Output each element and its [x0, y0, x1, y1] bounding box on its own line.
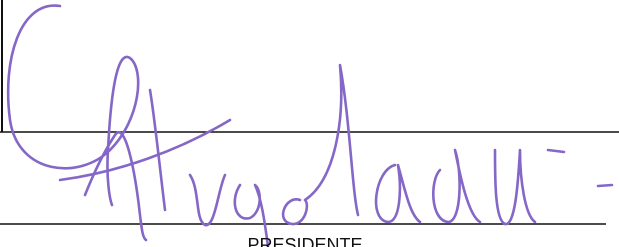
role-label: PRESIDENTE: [247, 235, 362, 247]
page: PRESIDENTE (() => { const data = JSON.pa…: [0, 0, 619, 247]
handwritten-signature: [8, 6, 612, 246]
signature-field: PRESIDENTE: [0, 0, 619, 247]
